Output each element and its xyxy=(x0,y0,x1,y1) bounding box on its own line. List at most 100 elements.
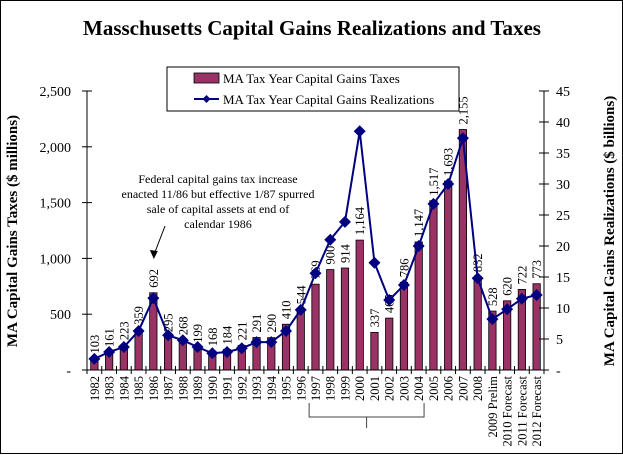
realization-point-2001 xyxy=(368,256,381,269)
x-tick-label-1985: 1985 xyxy=(132,376,146,401)
bar-label-2012: 773 xyxy=(530,260,544,279)
x-tick-label-2006: 2006 xyxy=(442,376,456,401)
x-tick-label-1983: 1983 xyxy=(103,376,117,401)
x-tick-label-2008: 2008 xyxy=(471,376,485,401)
bar-label-2011: 722 xyxy=(515,266,529,285)
realization-point-2004 xyxy=(412,240,425,252)
right-axis: - 5 10 15 20 25 30 35 40 45 xyxy=(539,85,570,379)
right-tick-label: 15 xyxy=(556,271,570,286)
bar-2008 xyxy=(473,276,482,371)
x-tick-label-2003: 2003 xyxy=(397,376,411,401)
x-tick-label-2000: 2000 xyxy=(353,376,367,401)
x-tick-label-1989: 1989 xyxy=(191,376,205,401)
right-tick-label: 45 xyxy=(556,85,570,100)
realization-point-1988 xyxy=(176,334,189,347)
realization-point-1991 xyxy=(221,346,234,359)
bar-label-1982: 103 xyxy=(88,335,102,354)
realization-point-1987 xyxy=(162,329,175,342)
left-tick-label: - xyxy=(66,364,71,379)
annotation-arrow-shaft xyxy=(153,225,166,256)
realization-point-1985 xyxy=(132,324,145,337)
bar-label-1984: 223 xyxy=(117,321,131,340)
x-tick-label-2007: 2007 xyxy=(456,376,470,401)
bar-1996 xyxy=(296,308,305,371)
right-axis-title: MA Capital Gains Realizations ($ billion… xyxy=(602,96,618,366)
realization-point-1994 xyxy=(265,336,278,349)
x-tick-label-2001: 2001 xyxy=(368,376,382,401)
x-tick-label-1994: 1994 xyxy=(265,375,279,401)
annotation-line-2: enacted 11/86 but effective 1/87 spurred xyxy=(122,187,315,201)
right-tick-label: 40 xyxy=(556,116,570,131)
x-tick-label-2012: 2012 Forecast xyxy=(530,375,544,446)
realization-point-1990 xyxy=(206,347,219,360)
bar-1997 xyxy=(311,283,320,371)
realization-point-1995 xyxy=(280,324,293,337)
x-tick-label-2002: 2002 xyxy=(383,376,397,401)
bracket-line xyxy=(308,403,425,418)
bar-label-1995: 410 xyxy=(280,300,294,319)
bar-label-2000: 1,164 xyxy=(353,206,367,235)
x-tick-label-1999: 1999 xyxy=(338,376,352,401)
realization-point-2008 xyxy=(471,272,484,285)
bar-2004 xyxy=(414,241,423,371)
annotation-line-4: calendar 1986 xyxy=(184,217,252,231)
bar-label-1991: 184 xyxy=(221,325,235,345)
left-axis: - 500 1,000 1,500 2,000 2,500 xyxy=(40,85,92,379)
realization-point-2010 xyxy=(501,303,514,316)
x-tick-label-1995: 1995 xyxy=(280,376,294,401)
realization-point-2005 xyxy=(427,197,440,210)
x-tick-label-1986: 1986 xyxy=(147,376,161,401)
x-tick-label-1993: 1993 xyxy=(250,376,264,401)
right-tick-label: 30 xyxy=(556,178,570,193)
legend-diamond-marker xyxy=(202,95,211,103)
bar-label-1999: 914 xyxy=(338,243,352,263)
bar-2006 xyxy=(444,180,453,371)
bar-2005 xyxy=(429,200,438,371)
annotation-arrow-head xyxy=(149,250,158,259)
realization-point-1996 xyxy=(294,303,307,316)
x-tick-label-1997: 1997 xyxy=(309,376,323,401)
x-tick-label-1990: 1990 xyxy=(206,376,220,401)
bar-label-1994: 290 xyxy=(265,314,279,333)
realization-point-1997 xyxy=(309,267,322,280)
bar-label-2006: 1,693 xyxy=(442,148,456,176)
bar-1998 xyxy=(326,269,335,371)
bar-1999 xyxy=(340,267,350,371)
bar-2002 xyxy=(385,317,394,371)
bar-label-1988: 268 xyxy=(176,316,190,335)
right-tick-label: - xyxy=(556,364,561,379)
realization-point-1983 xyxy=(103,346,116,359)
bar-label-2010: 620 xyxy=(501,277,515,296)
realization-point-1998 xyxy=(324,233,337,246)
bar-label-1992: 221 xyxy=(235,322,249,341)
bar-label-2001: 337 xyxy=(368,309,382,328)
x-tick-label-2011: 2011 Forecast xyxy=(515,375,529,446)
realization-point-2011 xyxy=(515,292,528,305)
bar-label-2009: 528 xyxy=(486,287,500,306)
chart-title: Masschusetts Capital Gains Realizations … xyxy=(83,16,541,40)
left-tick-label: 1,500 xyxy=(40,197,72,212)
realization-point-2002 xyxy=(383,293,396,306)
bar-label-2007: 2,155 xyxy=(456,96,470,124)
annotation-line-3: sale of capital assets at end of xyxy=(147,202,290,216)
legend-label-taxes: MA Tax Year Capital Gains Taxes xyxy=(223,71,400,86)
bar-label-1990: 168 xyxy=(206,328,220,347)
x-tick-label-1991: 1991 xyxy=(221,376,235,401)
bar-label-2004: 1,147 xyxy=(412,209,426,237)
right-tick-label: 10 xyxy=(556,302,570,317)
bar-label-1986: 692 xyxy=(147,269,161,288)
bar-label-1989: 199 xyxy=(191,324,205,343)
x-tick-label-1987: 1987 xyxy=(162,376,176,401)
x-tick-label-1988: 1988 xyxy=(176,376,190,401)
realization-point-1982 xyxy=(88,352,101,365)
bar-label-2003: 786 xyxy=(397,259,411,278)
annotation-line-1: Federal capital gains tax increase xyxy=(138,172,297,186)
right-tick-label: 5 xyxy=(556,333,563,348)
realization-point-2003 xyxy=(397,279,410,292)
realization-point-2012 xyxy=(530,288,543,301)
bar-2000 xyxy=(355,239,364,371)
realization-point-2000 xyxy=(353,125,366,138)
right-tick-label: 20 xyxy=(556,240,570,255)
